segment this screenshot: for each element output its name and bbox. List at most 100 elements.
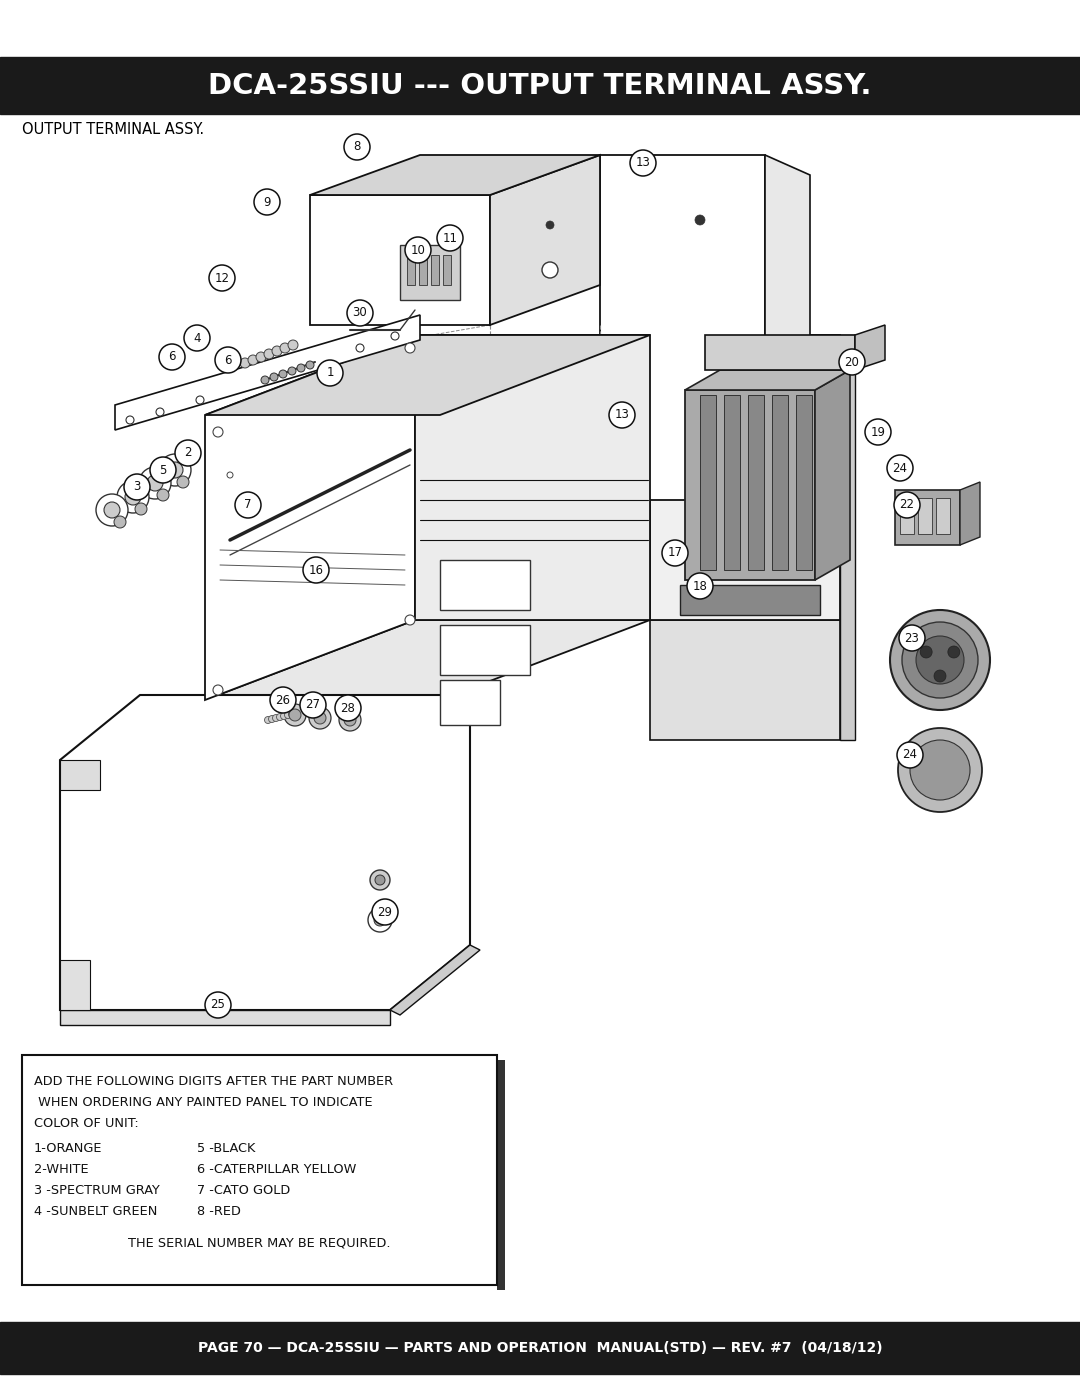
Circle shape (124, 474, 150, 500)
Circle shape (890, 610, 990, 710)
Text: DCA-25SSIU --- OUTPUT TERMINAL ASSY.: DCA-25SSIU --- OUTPUT TERMINAL ASSY. (208, 73, 872, 101)
Circle shape (437, 225, 463, 251)
Circle shape (159, 454, 191, 486)
Circle shape (213, 685, 222, 694)
Polygon shape (60, 694, 470, 1010)
Circle shape (150, 457, 176, 483)
Circle shape (902, 622, 978, 698)
Text: 3: 3 (133, 481, 140, 493)
Text: 1: 1 (326, 366, 334, 380)
Circle shape (177, 476, 189, 488)
Polygon shape (600, 155, 765, 500)
Circle shape (213, 427, 222, 437)
Circle shape (117, 481, 149, 513)
Bar (440, 680, 500, 725)
Text: 27: 27 (306, 698, 321, 711)
Circle shape (288, 711, 296, 718)
Text: COLOR OF UNIT:: COLOR OF UNIT: (33, 1118, 138, 1130)
Circle shape (391, 332, 399, 339)
Bar (497, 1060, 505, 1289)
Circle shape (279, 370, 287, 379)
Circle shape (261, 376, 269, 384)
Bar (22, 1055, 497, 1285)
Circle shape (309, 707, 330, 729)
Circle shape (303, 557, 329, 583)
Circle shape (374, 914, 386, 926)
Circle shape (405, 237, 431, 263)
Circle shape (375, 875, 384, 886)
Circle shape (894, 492, 920, 518)
Circle shape (370, 870, 390, 890)
Polygon shape (205, 620, 650, 700)
Circle shape (265, 717, 271, 724)
Bar (772, 395, 788, 570)
Text: 11: 11 (443, 232, 458, 244)
Text: 30: 30 (353, 306, 367, 320)
Circle shape (288, 367, 296, 374)
Circle shape (104, 502, 120, 518)
Circle shape (281, 712, 287, 719)
Circle shape (156, 408, 164, 416)
Circle shape (865, 419, 891, 446)
Bar (443, 256, 451, 285)
Circle shape (297, 365, 305, 372)
Circle shape (934, 671, 946, 682)
Text: 9: 9 (264, 196, 271, 208)
Circle shape (762, 372, 778, 388)
Circle shape (159, 344, 185, 370)
Text: 6: 6 (168, 351, 176, 363)
Circle shape (284, 704, 306, 726)
Text: WHEN ORDERING ANY PAINTED PANEL TO INDICATE: WHEN ORDERING ANY PAINTED PANEL TO INDIC… (33, 1097, 373, 1109)
Circle shape (270, 687, 296, 712)
Bar (918, 497, 932, 534)
Circle shape (318, 360, 343, 386)
Polygon shape (390, 944, 480, 1016)
Text: 20: 20 (845, 355, 860, 369)
Text: 3 -SPECTRUM GRAY: 3 -SPECTRUM GRAY (33, 1185, 160, 1197)
Polygon shape (685, 390, 815, 580)
Polygon shape (60, 760, 100, 789)
Polygon shape (310, 196, 490, 326)
Bar (431, 256, 438, 285)
Polygon shape (765, 155, 810, 520)
Polygon shape (855, 326, 885, 370)
Circle shape (899, 624, 924, 651)
Polygon shape (205, 335, 650, 415)
Polygon shape (895, 490, 960, 545)
Text: 16: 16 (309, 563, 324, 577)
Polygon shape (60, 1010, 390, 1025)
Circle shape (272, 346, 282, 356)
Circle shape (368, 908, 392, 932)
Bar (440, 624, 530, 675)
Circle shape (256, 352, 266, 362)
Text: 12: 12 (215, 271, 229, 285)
Polygon shape (960, 482, 980, 545)
Text: 8 -RED: 8 -RED (197, 1206, 241, 1218)
Circle shape (280, 344, 291, 353)
Circle shape (227, 472, 233, 478)
Text: 7 -CATO GOLD: 7 -CATO GOLD (197, 1185, 291, 1197)
Circle shape (269, 715, 275, 722)
Text: 2-WHITE: 2-WHITE (33, 1162, 89, 1176)
Bar (700, 395, 716, 570)
Circle shape (167, 462, 183, 478)
Text: ADD THE FOLLOWING DIGITS AFTER THE PART NUMBER: ADD THE FOLLOWING DIGITS AFTER THE PART … (33, 1076, 393, 1088)
Polygon shape (114, 314, 420, 430)
Text: 10: 10 (410, 243, 426, 257)
Circle shape (345, 134, 370, 161)
Circle shape (897, 742, 923, 768)
Circle shape (126, 416, 134, 425)
Text: 1-ORANGE: 1-ORANGE (33, 1141, 103, 1155)
Bar (724, 395, 740, 570)
Bar (440, 560, 530, 610)
Bar (407, 256, 415, 285)
Circle shape (696, 215, 705, 225)
Circle shape (920, 645, 932, 658)
Text: 22: 22 (900, 499, 915, 511)
Circle shape (630, 149, 656, 176)
Text: 6: 6 (225, 353, 232, 366)
Text: 23: 23 (905, 631, 919, 644)
Polygon shape (415, 335, 650, 620)
Bar (900, 497, 914, 534)
Text: 5: 5 (160, 464, 166, 476)
